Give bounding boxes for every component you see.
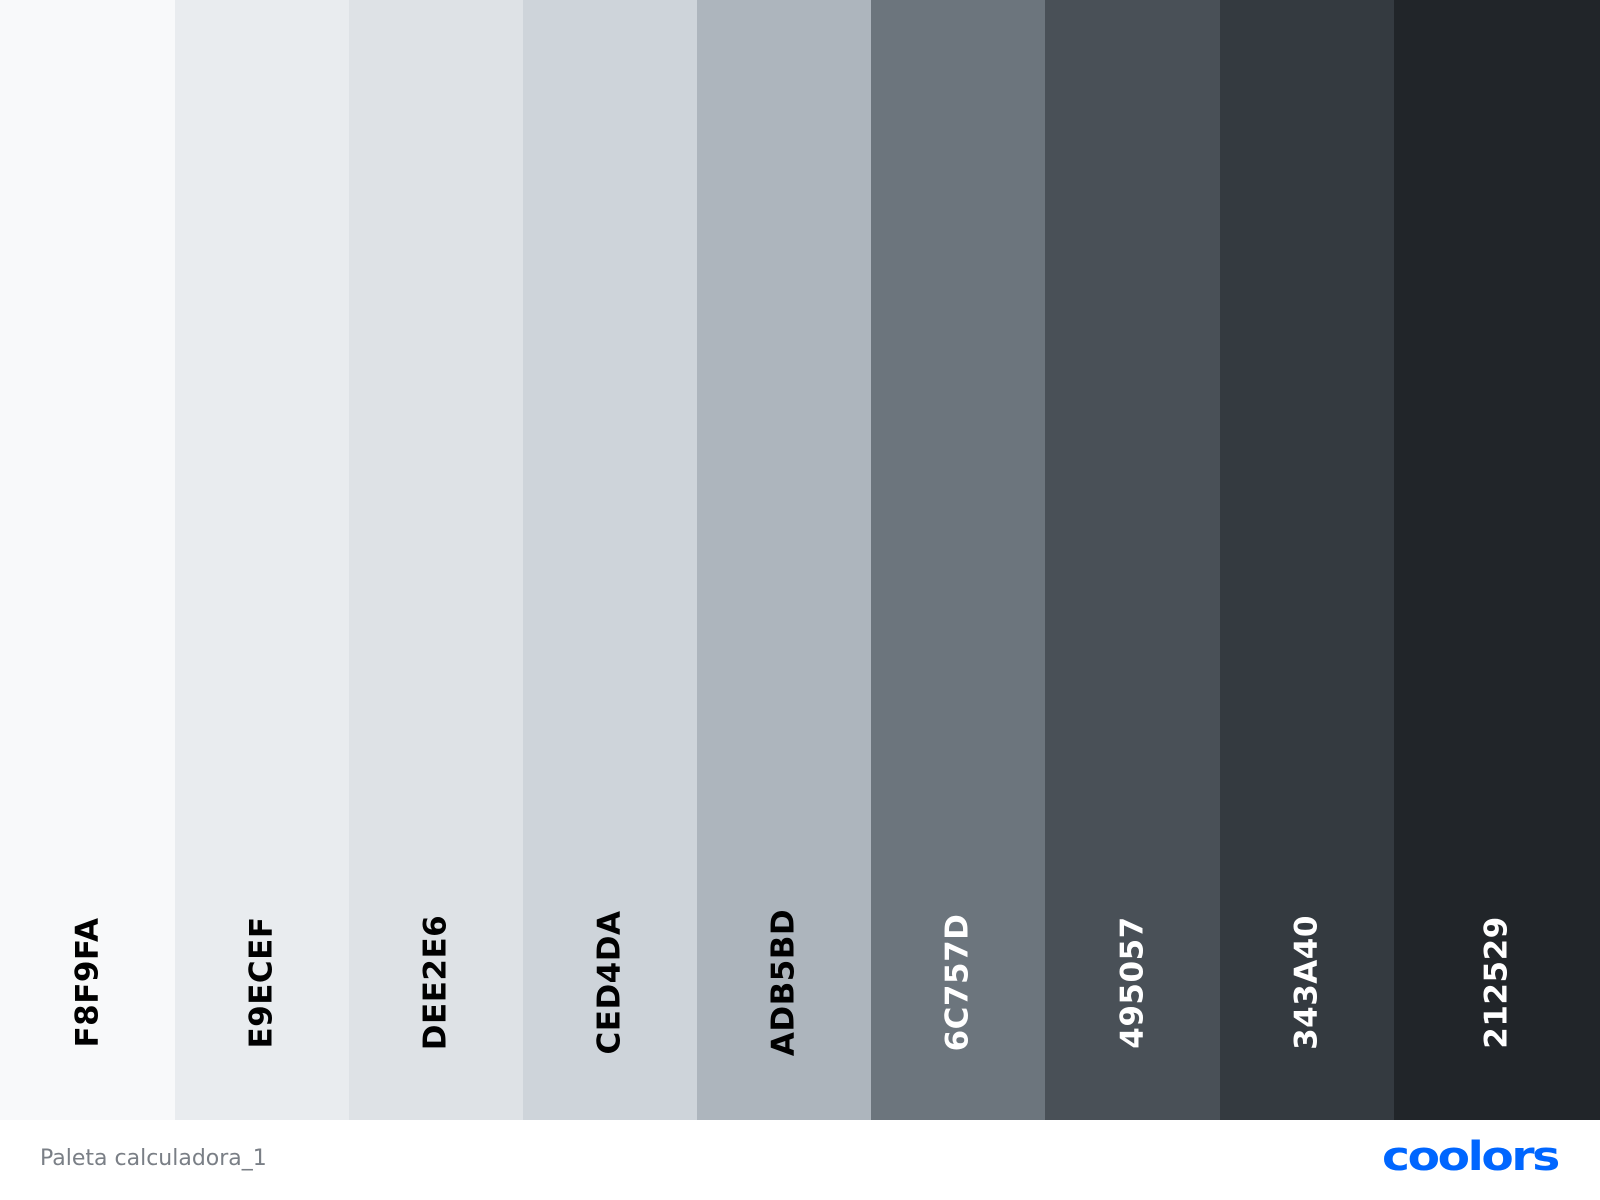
coolors-logo[interactable]: coolors [1380, 1134, 1560, 1180]
swatch-hex-code[interactable]: 6C757D [939, 913, 976, 1052]
color-swatch[interactable]: DEE2E6 [349, 0, 523, 1120]
color-swatch[interactable]: 343A40 [1220, 0, 1394, 1120]
swatch-hex-code[interactable]: 495057 [1114, 916, 1150, 1049]
color-swatch[interactable]: F8F9FA [0, 0, 175, 1120]
color-swatch[interactable]: 495057 [1045, 0, 1220, 1120]
swatch-hex-code[interactable]: 212529 [1478, 916, 1515, 1049]
swatch-hex-code[interactable]: DEE2E6 [417, 914, 454, 1051]
color-swatch[interactable]: 6C757D [871, 0, 1045, 1120]
color-swatch[interactable]: E9ECEF [175, 0, 349, 1120]
palette-name: Paleta calculadora_1 [40, 1146, 267, 1171]
swatch-hex-code[interactable]: F8F9FA [69, 917, 105, 1048]
swatch-hex-code[interactable]: E9ECEF [243, 916, 280, 1049]
swatch-hex-code[interactable]: 343A40 [1288, 915, 1325, 1050]
coolors-logo-text: coolors [1382, 1134, 1558, 1180]
swatch-hex-code[interactable]: ADB5BD [765, 908, 802, 1057]
color-palette: F8F9FA E9ECEF DEE2E6 CED4DA ADB5BD 6C757… [0, 0, 1600, 1120]
color-swatch[interactable]: 212529 [1394, 0, 1600, 1120]
swatch-hex-code[interactable]: CED4DA [591, 910, 628, 1055]
palette-footer: Paleta calculadora_1 coolors [0, 1120, 1600, 1200]
color-swatch[interactable]: CED4DA [523, 0, 697, 1120]
color-swatch[interactable]: ADB5BD [697, 0, 871, 1120]
